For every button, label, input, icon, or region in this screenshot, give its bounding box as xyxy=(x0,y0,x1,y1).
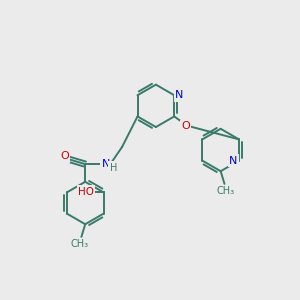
Text: O: O xyxy=(60,152,69,161)
Text: O: O xyxy=(181,121,190,131)
Text: H: H xyxy=(110,163,117,173)
Text: CH₃: CH₃ xyxy=(71,239,89,249)
Text: N: N xyxy=(229,156,237,166)
Text: CH₃: CH₃ xyxy=(217,186,235,196)
Text: N: N xyxy=(176,90,184,100)
Text: N: N xyxy=(102,159,110,169)
Text: HO: HO xyxy=(78,187,94,196)
